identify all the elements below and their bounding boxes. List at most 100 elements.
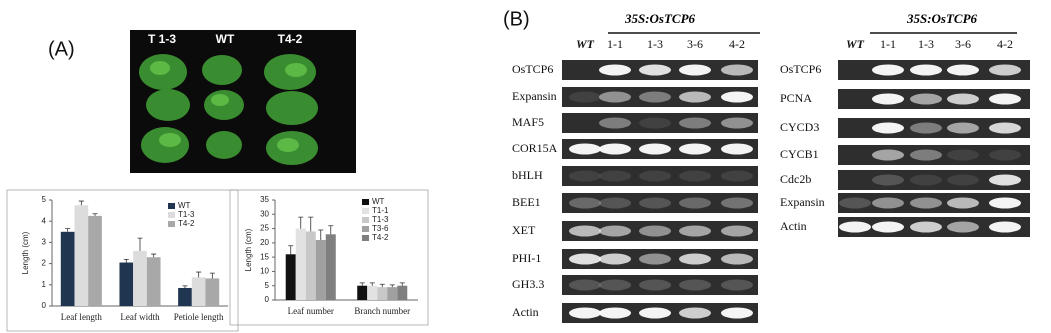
y-tick-label: 25 [260, 224, 269, 233]
gel-band [872, 197, 904, 209]
gel-strip [838, 170, 1030, 190]
photo-label: T 1-3 [148, 32, 176, 46]
gene-label: Cdc2b [780, 172, 811, 186]
gel-band [910, 149, 942, 161]
legend-swatch [168, 221, 175, 227]
bar [285, 254, 296, 300]
gel-band [599, 197, 631, 209]
gel-strip [562, 193, 758, 213]
gel-band [989, 221, 1021, 233]
gel-band [872, 64, 904, 76]
gel-band [910, 93, 942, 105]
gel-band [872, 122, 904, 134]
gel-band [599, 225, 631, 237]
bar [367, 285, 378, 300]
y-tick-label: 0 [42, 301, 47, 310]
gel-band [721, 225, 753, 237]
error-bar [151, 253, 157, 258]
gel-band [599, 117, 631, 129]
gel-band [639, 91, 671, 103]
error-bar [137, 237, 143, 251]
error-bar [379, 283, 385, 288]
bar [146, 257, 161, 306]
gel-band [639, 64, 671, 76]
y-tick-label: 1 [42, 280, 47, 289]
gel-band [947, 122, 979, 134]
gel-band [910, 122, 942, 134]
gel-band [569, 307, 601, 319]
gel-band [947, 149, 979, 161]
gel-band [679, 225, 711, 237]
x-tick-label: Leaf width [120, 312, 160, 322]
panel-label: (A) [48, 38, 75, 60]
gel-band [872, 221, 904, 233]
gel-band [599, 170, 631, 182]
gel-band [569, 91, 601, 103]
legend-swatch [362, 217, 369, 223]
gel-band [679, 253, 711, 265]
error-bar [359, 282, 365, 286]
bar [315, 240, 326, 300]
lane-label: 3-6 [955, 37, 971, 51]
gel-band [872, 93, 904, 105]
error-bar [65, 228, 71, 232]
legend-swatch [168, 203, 175, 209]
gel-band [872, 174, 904, 186]
construct-label: 35S:OsTCP6 [906, 11, 978, 26]
bar [119, 262, 134, 306]
gel-band [639, 253, 671, 265]
legend-label: T1-3 [372, 215, 389, 224]
gel-strip [838, 193, 1030, 213]
gel-band [599, 307, 631, 319]
error-bar [328, 225, 334, 235]
y-tick-label: 35 [260, 195, 269, 204]
error-bar [369, 282, 375, 286]
legend-label: T1-1 [372, 206, 389, 215]
y-tick-label: 10 [260, 267, 269, 276]
lane-label: 1-3 [647, 37, 663, 51]
gene-label: COR15A [512, 141, 558, 155]
gene-label: Expansin [512, 89, 557, 103]
gel-strip [562, 275, 758, 295]
legend-swatch [362, 226, 369, 232]
error-bar [123, 258, 129, 263]
gel-band [910, 197, 942, 209]
bar [387, 287, 398, 300]
bar [295, 228, 306, 300]
gel-band [989, 174, 1021, 186]
legend-label: T1-3 [178, 210, 195, 219]
lane-label: 1-1 [880, 37, 896, 51]
error-bar [182, 285, 188, 288]
gel-band [639, 170, 671, 182]
bar [357, 285, 368, 300]
gel-band [947, 221, 979, 233]
bar [133, 250, 147, 306]
lane-label: 1-3 [918, 37, 934, 51]
gel-band [910, 174, 942, 186]
gel-band [910, 64, 942, 76]
y-tick-label: 15 [260, 252, 269, 261]
gene-label: CYCD3 [780, 120, 819, 134]
gel-band [947, 93, 979, 105]
error-bar [209, 272, 215, 279]
construct-label: 35S:OsTCP6 [624, 11, 696, 26]
y-tick-label: 0 [265, 295, 270, 304]
gel-band [721, 197, 753, 209]
gene-label: MAF5 [512, 115, 544, 129]
legend-label: T4-2 [372, 233, 389, 242]
gel-band [599, 64, 631, 76]
y-tick-label: 5 [42, 195, 47, 204]
legend-swatch [362, 208, 369, 214]
x-tick-label: Leaf length [61, 312, 103, 322]
gel-band [721, 253, 753, 265]
gel-band [872, 149, 904, 161]
gel-band [599, 253, 631, 265]
bar [397, 285, 408, 300]
x-tick-label: Leaf number [288, 306, 334, 316]
gel-band [639, 197, 671, 209]
bar [60, 231, 75, 306]
gel-band [679, 143, 711, 155]
bar [191, 277, 206, 306]
plant-photo [130, 30, 356, 173]
bar [205, 278, 220, 306]
